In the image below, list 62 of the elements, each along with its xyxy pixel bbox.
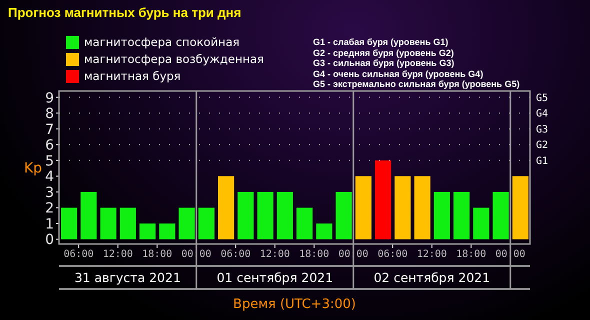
bar	[414, 176, 430, 240]
bar	[198, 208, 214, 240]
bar	[120, 208, 136, 240]
text: G1 - слабая буря (уровень G1)	[313, 37, 450, 48]
text: 02 сентября 2021	[374, 270, 490, 285]
bar	[80, 192, 97, 240]
bar	[276, 192, 293, 240]
bar	[434, 192, 450, 240]
x-tick-label: 06:00	[64, 249, 94, 260]
y-tick-label: 9	[45, 90, 54, 106]
bar	[454, 192, 470, 240]
legend-label: магнитосфера спокойная	[84, 34, 240, 51]
y-tick-label: 1	[45, 216, 54, 232]
x-tick-label: 12:00	[260, 249, 290, 260]
text: G5 - экстремально сильная буря (уровень G5)	[313, 79, 520, 90]
y-tick-label: 4	[45, 169, 54, 186]
ref-line-label: G5	[536, 92, 548, 104]
x-tick-label: 18:00	[456, 249, 486, 260]
y-tick-label: 8	[45, 106, 54, 122]
x-tick-label: 06:00	[378, 249, 408, 260]
bar	[238, 192, 254, 240]
legend-label: магнитосфера возбужденная	[84, 51, 264, 68]
y-tick-label: 6	[45, 138, 54, 154]
bar	[296, 208, 313, 240]
bar	[178, 208, 195, 240]
x-tick-label: 18:00	[142, 249, 172, 260]
ref-line-label: G3	[536, 124, 548, 136]
text: G4 - очень сильная буря (уровень G4)	[313, 68, 484, 79]
bar	[492, 192, 509, 240]
y-tick-label: 2	[45, 200, 54, 217]
chart-title: Прогноз магнитных бурь на три дня	[8, 5, 242, 20]
bar	[394, 176, 411, 240]
y-tick-label: 7	[45, 122, 54, 138]
bar	[61, 208, 78, 240]
text: 31 августа 2021	[74, 270, 181, 285]
bar	[100, 208, 116, 240]
bar	[218, 176, 234, 240]
x-tick-label: 12:00	[416, 249, 447, 260]
bar	[355, 176, 372, 240]
ref-line-label: G2	[536, 140, 548, 152]
y-tick-label: 0	[45, 232, 54, 248]
text: G2 - средняя буря (уровень G2)	[313, 48, 455, 58]
bar	[140, 223, 156, 240]
text: 01 сентября 2021	[216, 270, 334, 285]
bar	[375, 160, 392, 240]
y-axis-title: Kp	[24, 160, 42, 176]
bar	[336, 192, 352, 240]
y-tick-label: 3	[45, 184, 54, 201]
x-tick-label: 06:00	[220, 249, 251, 260]
bar	[512, 176, 528, 240]
bar	[473, 208, 490, 240]
ref-line-label: G4	[536, 108, 548, 120]
bar	[159, 223, 176, 240]
bar	[257, 192, 274, 240]
text: G3 - сильная буря (уровень G3)	[313, 58, 456, 68]
y-tick-label: 5	[45, 153, 54, 170]
x-tick-label: 12:00	[102, 249, 133, 260]
x-axis-title: Время (UTC+3:00)	[233, 297, 356, 312]
x-tick-label: 18:00	[299, 249, 330, 260]
ref-line-label: G1	[536, 156, 548, 167]
legend-label: магнитная буря	[84, 68, 181, 85]
bar	[316, 223, 332, 240]
